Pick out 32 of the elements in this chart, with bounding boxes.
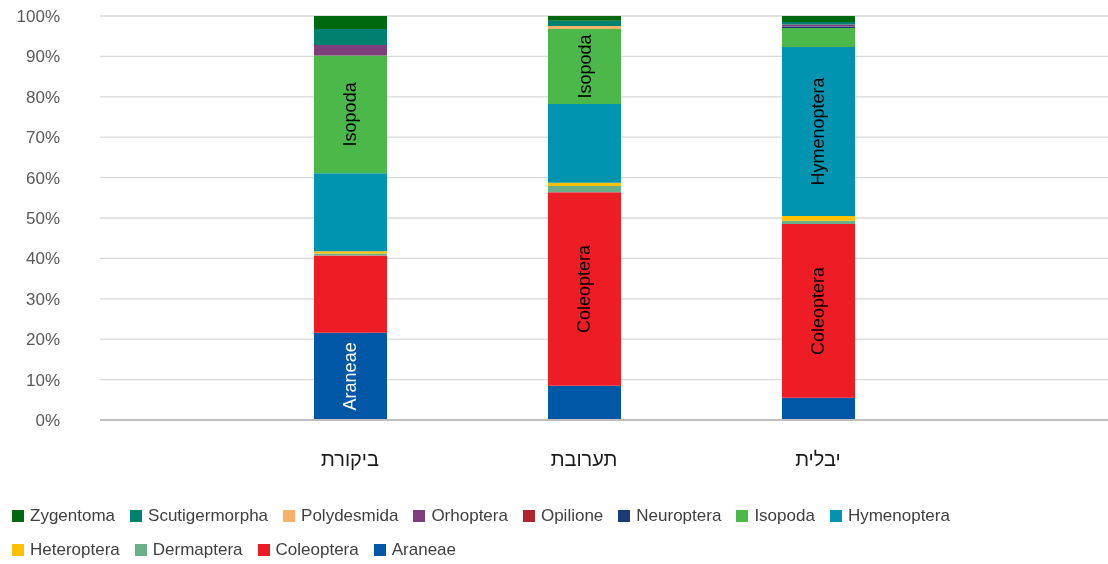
legend-label: Zygentoma — [30, 506, 116, 526]
legend-label: Scutigermorpha — [148, 506, 269, 526]
x-tick-label: ביקורת — [320, 448, 380, 471]
legend-label: Neuroptera — [636, 506, 722, 526]
legend-label: Dermaptera — [152, 540, 243, 560]
y-tick-label: 70% — [25, 128, 60, 148]
y-tick-label: 30% — [25, 289, 60, 309]
y-tick-label: 60% — [25, 168, 60, 188]
y-tick-label: 80% — [25, 87, 60, 107]
legend-label: Hymenoptera — [847, 506, 950, 526]
x-tick-label: יבלית — [795, 448, 841, 471]
y-tick-label: 90% — [25, 47, 60, 67]
y-tick-label: 20% — [25, 330, 60, 350]
data-label: Isopoda — [340, 81, 361, 147]
y-tick-label: 0% — [35, 411, 60, 431]
data-label: Coleoptera — [808, 265, 829, 355]
y-tick-label: 40% — [25, 249, 60, 269]
legend-label: Orhoptera — [431, 506, 508, 526]
data-label: Hymenoptera — [808, 76, 829, 186]
y-tick-label: 10% — [25, 370, 60, 390]
y-tick-label: 100% — [16, 7, 60, 27]
x-tick-label: תערובת — [550, 448, 618, 471]
legend-label: Heteroptera — [30, 540, 120, 560]
data-label: Coleoptera — [574, 243, 595, 333]
legend-label: Opilione — [540, 506, 604, 526]
legend-label: Coleoptera — [275, 540, 359, 560]
data-label: Isopoda — [574, 33, 595, 99]
data-label: Araneae — [340, 342, 361, 411]
legend-label: Araneae — [391, 540, 456, 560]
legend-label: Isopoda — [754, 506, 815, 526]
legend-label: Polydesmida — [301, 506, 399, 526]
y-tick-label: 50% — [25, 209, 60, 229]
